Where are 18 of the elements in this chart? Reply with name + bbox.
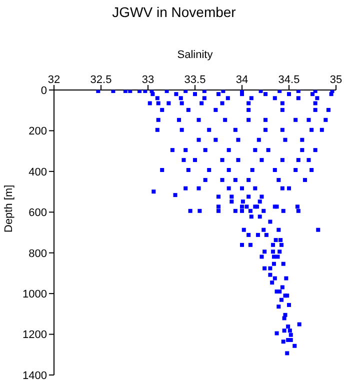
x-tick-label: 33	[142, 74, 154, 86]
y-tick-label: 800	[28, 248, 47, 260]
y-tick-label: 1000	[22, 288, 47, 300]
x-tick-label: 34.5	[278, 74, 300, 86]
y-tick-label: 400	[28, 166, 47, 178]
x-tick-label: 33.5	[184, 74, 206, 86]
x-axis-title: Salinity	[177, 48, 214, 61]
y-tick-label: 1400	[22, 370, 47, 382]
x-tick-label: 34	[236, 74, 248, 86]
y-tick-label: 1200	[22, 329, 47, 342]
x-tick-label: 32.5	[90, 74, 112, 86]
chart-title: JGWV in November	[111, 3, 237, 22]
y-tick-label: 0	[40, 84, 47, 97]
y-tick-label: 600	[28, 207, 47, 220]
y-axis-title: Depth [m]	[2, 184, 15, 232]
x-tick-label: 32	[48, 74, 60, 86]
x-tick-label: 35	[330, 74, 342, 86]
y-tick-label: 200	[28, 126, 47, 138]
